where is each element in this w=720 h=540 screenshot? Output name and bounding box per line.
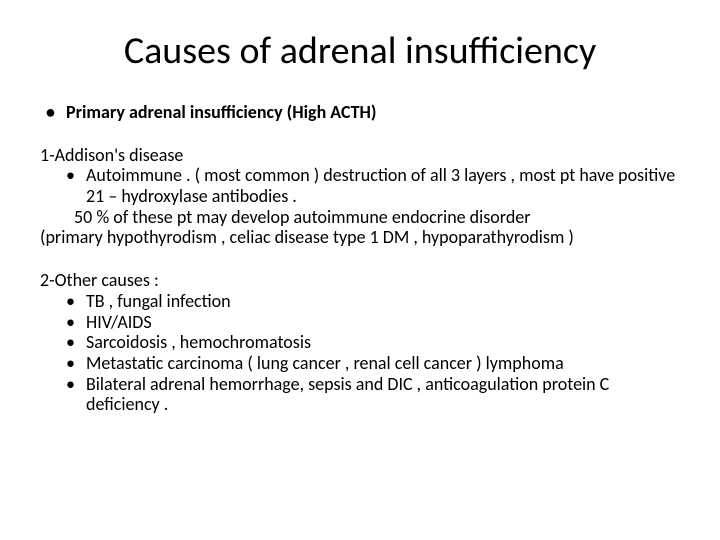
section-1-bullet-autoimmune: Autoimmune . ( most common ) destruction… bbox=[40, 165, 680, 206]
section-2-item-hiv: HIV/AIDS bbox=[40, 312, 680, 333]
section-2-lead: 2-Other causes : bbox=[40, 270, 680, 291]
section-1-lead: 1-Addison's disease bbox=[40, 145, 680, 166]
section-2-item-metastatic: Metastatic carcinoma ( lung cancer , ren… bbox=[40, 353, 680, 374]
section-1-line-50pct: 50 % of these pt may develop autoimmune … bbox=[40, 207, 680, 228]
heading-bullet: Primary adrenal insufficiency (High ACTH… bbox=[40, 102, 680, 123]
heading-list: Primary adrenal insufficiency (High ACTH… bbox=[40, 102, 680, 123]
slide-title: Causes of adrenal insufficiency bbox=[40, 28, 680, 74]
section-1: 1-Addison's disease Autoimmune . ( most … bbox=[40, 145, 680, 248]
section-2-bullets: TB , fungal infection HIV/AIDS Sarcoidos… bbox=[40, 291, 680, 415]
section-2-item-hemorrhage: Bilateral adrenal hemorrhage, sepsis and… bbox=[40, 374, 680, 415]
slide-body: Primary adrenal insufficiency (High ACTH… bbox=[40, 102, 680, 415]
section-1-bullets: Autoimmune . ( most common ) destruction… bbox=[40, 165, 680, 206]
slide: Causes of adrenal insufficiency Primary … bbox=[0, 0, 720, 540]
section-2-item-tb: TB , fungal infection bbox=[40, 291, 680, 312]
section-2: 2-Other causes : TB , fungal infection H… bbox=[40, 270, 680, 415]
section-1-line-paren: (primary hypothyrodism , celiac disease … bbox=[40, 227, 680, 248]
section-2-item-sarcoidosis: Sarcoidosis , hemochromatosis bbox=[40, 332, 680, 353]
